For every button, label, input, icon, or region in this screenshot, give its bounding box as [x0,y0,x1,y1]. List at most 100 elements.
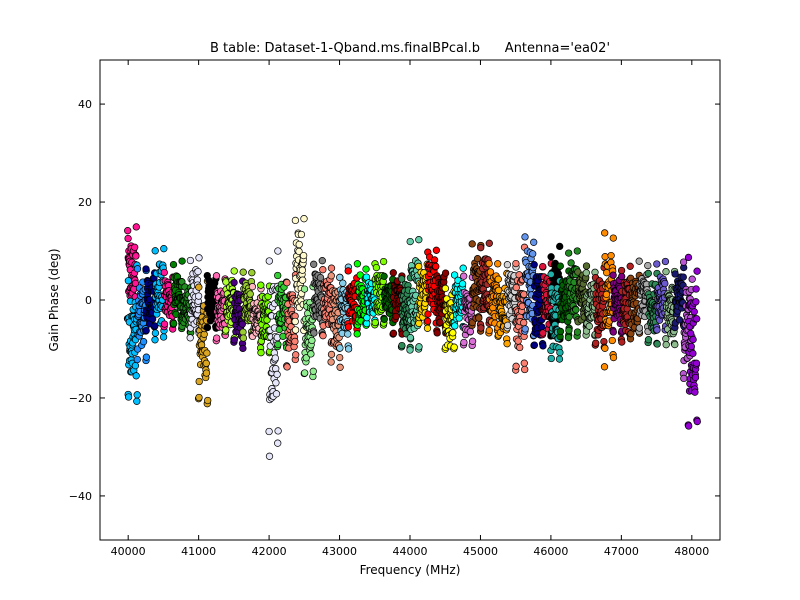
data-point [186,334,194,342]
data-point [662,341,670,349]
data-point [142,326,150,335]
data-point [477,244,485,252]
x-tick-label: 47000 [604,545,639,558]
data-point [132,372,140,380]
data-point [302,354,310,362]
data-point [379,257,388,266]
data-point [398,341,406,350]
data-point [319,332,327,340]
data-point [202,369,211,377]
data-point [372,263,381,272]
data-point [300,215,308,223]
data-point [644,269,652,278]
data-point [124,234,132,243]
data-point [344,330,352,338]
data-point [316,273,325,282]
data-point [265,427,273,436]
data-point [530,238,538,246]
data-point [458,280,467,288]
data-point [178,257,186,265]
data-point [486,268,495,276]
data-point [485,326,493,335]
data-point [466,327,475,336]
data-point [521,365,529,374]
data-point [380,315,388,323]
data-point [582,269,590,277]
data-point [124,227,132,235]
x-tick-label: 40000 [111,545,146,558]
y-axis-ticks: 40 20 0 −20 −40 [69,98,720,503]
data-point [688,275,696,283]
data-point [539,262,547,271]
data-point [585,322,593,330]
data-point [318,257,326,265]
data-point [573,247,581,255]
data-point [424,310,432,318]
data-point [459,264,467,272]
data-point [310,329,318,337]
data-point [530,261,538,269]
data-point [520,290,528,298]
data-point [139,338,148,346]
data-point [512,283,520,292]
data-point [194,292,203,300]
data-point [151,336,159,344]
data-point [406,237,414,246]
y-tick-label: −40 [69,490,92,503]
data-point [203,349,211,357]
data-point [592,339,600,347]
data-point [283,279,291,287]
data-point [239,334,248,342]
data-point [389,329,398,337]
data-point [671,270,679,278]
data-point [608,336,616,345]
data-point [151,247,159,255]
data-point [213,334,221,342]
data-point [238,320,246,328]
data-point [601,253,609,261]
data-point [635,257,643,265]
data-point [257,349,265,357]
data-point [661,279,669,288]
data-point [202,359,210,367]
data-point [398,275,406,283]
data-point [257,281,265,289]
data-point [617,266,626,275]
data-point [662,268,670,276]
data-point [627,330,635,338]
data-point [265,257,273,265]
data-point [142,353,151,361]
data-point [432,262,440,271]
data-point [521,325,529,333]
data-point [291,326,300,334]
data-point [609,328,617,336]
x-tick-label: 45000 [463,545,498,558]
data-point [271,354,279,362]
data-point [344,267,352,275]
data-point [195,283,203,291]
data-point [512,362,520,370]
data-point [450,343,458,351]
data-point [327,264,336,272]
data-point [336,363,344,371]
data-point [573,328,582,336]
data-point [195,393,203,402]
data-point [239,328,247,336]
data-point [547,354,555,363]
data-point [212,272,221,280]
data-point [132,252,140,260]
data-point [308,336,316,345]
data-point [451,322,459,330]
data-point [555,355,564,363]
data-point [473,255,482,263]
y-tick-label: −20 [69,392,92,405]
data-point [602,290,611,299]
data-points [123,215,701,460]
data-point [690,308,698,316]
data-point [274,427,282,435]
data-point [556,262,564,270]
data-point [132,223,140,231]
data-point [392,312,400,321]
data-point [567,259,575,267]
data-point [309,367,317,375]
